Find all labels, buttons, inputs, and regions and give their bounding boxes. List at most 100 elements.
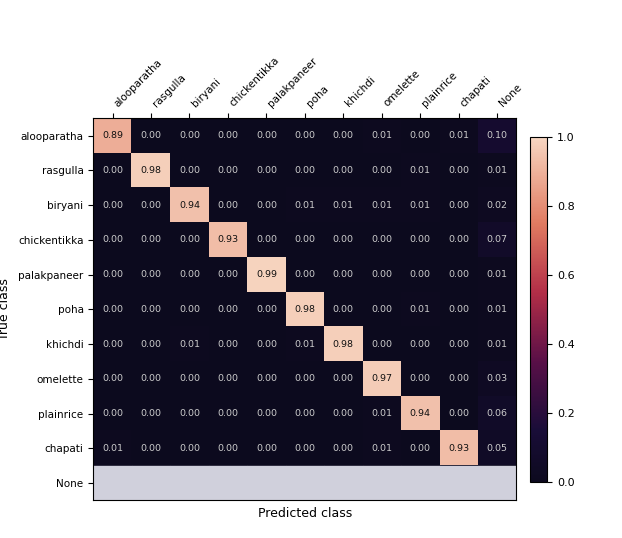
Bar [363, 465, 401, 500]
Text: 0.00: 0.00 [333, 409, 354, 418]
Text: 0.01: 0.01 [410, 305, 431, 314]
Text: 0.00: 0.00 [218, 409, 238, 418]
Text: 0.98: 0.98 [333, 339, 354, 349]
Text: 0.00: 0.00 [333, 305, 354, 314]
Text: 0.01: 0.01 [410, 201, 431, 210]
Bar [132, 465, 170, 500]
Text: 0.00: 0.00 [410, 131, 431, 140]
Bar [93, 465, 132, 500]
Text: 0.00: 0.00 [218, 374, 238, 383]
Text: 0.00: 0.00 [256, 444, 277, 453]
Text: 0.00: 0.00 [371, 270, 392, 279]
Text: 0.00: 0.00 [141, 236, 162, 244]
Text: 0.00: 0.00 [102, 339, 123, 349]
Text: 0.00: 0.00 [179, 270, 200, 279]
Text: 0.00: 0.00 [333, 236, 354, 244]
Text: 0.00: 0.00 [102, 305, 123, 314]
Text: 0.02: 0.02 [487, 201, 508, 210]
Text: 0.01: 0.01 [487, 339, 508, 349]
Bar [170, 465, 209, 500]
Text: 0.00: 0.00 [179, 444, 200, 453]
Text: 0.01: 0.01 [371, 444, 392, 453]
Text: 0.00: 0.00 [179, 409, 200, 418]
Text: 0.07: 0.07 [487, 236, 508, 244]
Text: 0.01: 0.01 [487, 270, 508, 279]
Bar [209, 465, 247, 500]
Text: 0.00: 0.00 [256, 339, 277, 349]
Text: 0.00: 0.00 [102, 201, 123, 210]
Text: 0.00: 0.00 [141, 409, 162, 418]
Text: 0.00: 0.00 [410, 444, 431, 453]
Text: 0.00: 0.00 [218, 270, 238, 279]
Text: 0.00: 0.00 [333, 374, 354, 383]
Text: 0.00: 0.00 [218, 444, 238, 453]
Text: 0.00: 0.00 [294, 444, 315, 453]
Text: 0.00: 0.00 [371, 339, 392, 349]
Text: 0.00: 0.00 [294, 374, 315, 383]
Text: 0.01: 0.01 [294, 201, 315, 210]
Text: 0.00: 0.00 [448, 236, 469, 244]
Text: 0.01: 0.01 [487, 166, 508, 175]
Text: 0.00: 0.00 [102, 166, 123, 175]
Text: 0.00: 0.00 [179, 166, 200, 175]
Text: 0.00: 0.00 [141, 131, 162, 140]
Text: 0.00: 0.00 [141, 444, 162, 453]
Text: 0.00: 0.00 [141, 305, 162, 314]
Text: 0.00: 0.00 [218, 305, 238, 314]
Text: 0.98: 0.98 [294, 305, 315, 314]
Text: 0.00: 0.00 [371, 166, 392, 175]
Text: 0.00: 0.00 [102, 236, 123, 244]
Text: 0.00: 0.00 [256, 131, 277, 140]
Text: 0.00: 0.00 [410, 270, 431, 279]
Text: 0.00: 0.00 [102, 270, 123, 279]
Text: 0.01: 0.01 [102, 444, 123, 453]
Text: 0.03: 0.03 [486, 374, 508, 383]
Text: 0.00: 0.00 [256, 201, 277, 210]
Text: 0.00: 0.00 [256, 409, 277, 418]
Text: 0.01: 0.01 [448, 131, 469, 140]
Text: 0.00: 0.00 [410, 236, 431, 244]
Text: 0.00: 0.00 [294, 236, 315, 244]
Text: 0.00: 0.00 [333, 166, 354, 175]
Text: 0.00: 0.00 [294, 270, 315, 279]
Text: 0.00: 0.00 [102, 409, 123, 418]
Text: 0.01: 0.01 [179, 339, 200, 349]
Bar [247, 465, 285, 500]
Text: 0.00: 0.00 [179, 236, 200, 244]
Text: 0.01: 0.01 [371, 131, 392, 140]
Text: 0.00: 0.00 [141, 374, 162, 383]
Text: 0.06: 0.06 [487, 409, 508, 418]
Text: 0.93: 0.93 [217, 236, 238, 244]
Text: 0.10: 0.10 [487, 131, 508, 140]
Text: 0.00: 0.00 [448, 409, 469, 418]
Text: 0.01: 0.01 [294, 339, 315, 349]
Text: 0.00: 0.00 [333, 131, 354, 140]
Text: 0.01: 0.01 [487, 305, 508, 314]
Text: 0.94: 0.94 [179, 201, 200, 210]
Text: 0.00: 0.00 [294, 166, 315, 175]
Text: 0.00: 0.00 [102, 374, 123, 383]
Text: 0.00: 0.00 [333, 270, 354, 279]
Text: 0.00: 0.00 [218, 166, 238, 175]
Text: 0.00: 0.00 [371, 305, 392, 314]
Text: 0.00: 0.00 [294, 409, 315, 418]
Text: 0.00: 0.00 [448, 270, 469, 279]
Text: 0.98: 0.98 [141, 166, 162, 175]
Text: 0.00: 0.00 [448, 201, 469, 210]
Text: 0.89: 0.89 [102, 131, 123, 140]
Text: 0.99: 0.99 [256, 270, 277, 279]
Bar [401, 465, 440, 500]
Text: 0.01: 0.01 [410, 166, 431, 175]
Text: 0.00: 0.00 [179, 131, 200, 140]
Text: 0.01: 0.01 [333, 201, 354, 210]
Text: 0.05: 0.05 [487, 444, 508, 453]
Text: 0.97: 0.97 [371, 374, 392, 383]
Text: 0.00: 0.00 [448, 305, 469, 314]
Y-axis label: True class: True class [0, 278, 11, 341]
Text: 0.00: 0.00 [141, 201, 162, 210]
Text: 0.00: 0.00 [294, 131, 315, 140]
Text: 0.00: 0.00 [218, 201, 238, 210]
Text: 0.00: 0.00 [141, 270, 162, 279]
Text: 0.00: 0.00 [448, 339, 469, 349]
Bar [324, 465, 363, 500]
